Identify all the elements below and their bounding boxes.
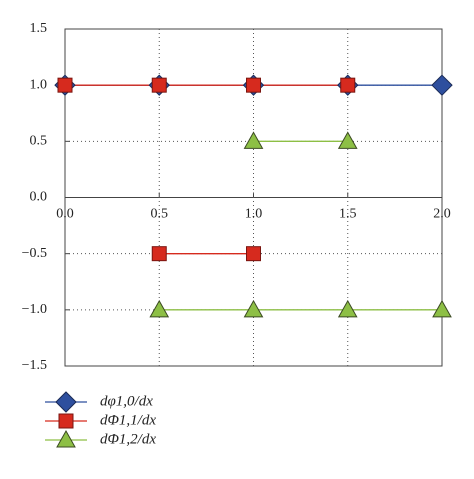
y-tick-label: −1.0: [22, 302, 47, 317]
square-marker: [58, 413, 74, 429]
triangle-marker: [337, 299, 358, 318]
diamond-marker: [55, 391, 77, 413]
square-marker: [57, 77, 73, 93]
legend-label: dΦ1,2/dx: [100, 431, 156, 447]
y-tick-label: 1.5: [30, 21, 48, 36]
diamond-marker: [431, 74, 453, 96]
x-tick-label: 0.0: [56, 207, 74, 222]
square-marker: [246, 77, 261, 93]
square-marker: [246, 246, 261, 262]
square-marker: [151, 77, 167, 93]
x-tick-label: 0.5: [151, 207, 169, 222]
y-tick-label: 0.0: [30, 190, 48, 205]
x-tick-label: 2.0: [433, 207, 451, 222]
triangle-marker: [337, 131, 358, 149]
triangle-marker: [56, 429, 76, 448]
triangle-marker: [149, 299, 170, 318]
square-marker: [340, 77, 356, 93]
triangle-marker: [432, 299, 452, 318]
triangle-marker: [243, 131, 264, 149]
y-tick-label: −1.5: [22, 358, 47, 373]
y-tick-label: −0.5: [22, 246, 47, 261]
square-marker: [151, 246, 167, 262]
triangle-marker: [243, 299, 264, 318]
x-tick-label: 1.0: [245, 207, 263, 222]
x-tick-label: 1.5: [339, 207, 357, 222]
y-tick-label: 0.5: [30, 134, 48, 149]
series-line: [159, 140, 442, 311]
legend-label: dΦ1,1/dx: [100, 412, 156, 428]
y-tick-label: 1.0: [30, 77, 48, 92]
legend-label: dφ1,0/dx: [100, 393, 153, 409]
series-line: [65, 84, 348, 255]
